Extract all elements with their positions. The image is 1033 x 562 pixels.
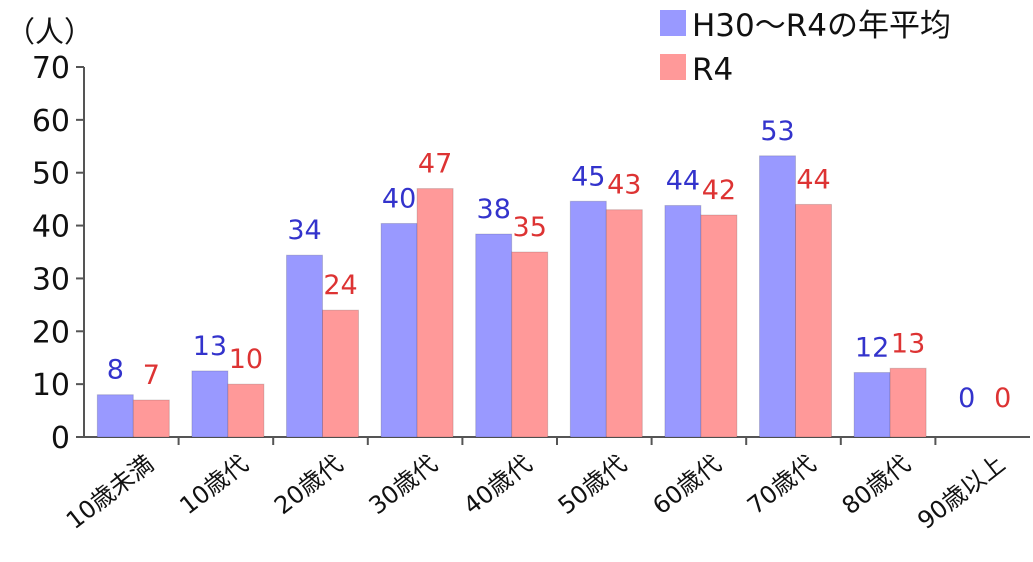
x-tick-label: 10歳代	[174, 450, 253, 520]
legend-swatch-series-2	[660, 54, 686, 80]
x-tick-label: 80歳代	[837, 450, 916, 520]
value-label-series-1-2: 13	[193, 331, 227, 362]
bars	[96, 155, 927, 438]
legend: H30～R4の年平均 R4	[660, 8, 951, 88]
value-label-series-2-4: 47	[418, 149, 452, 180]
bar-series-2-8	[795, 203, 832, 438]
value-label-series-1-1: 8	[107, 355, 124, 386]
bar-series-2-5	[511, 251, 549, 438]
bar-series-1-3	[286, 254, 323, 438]
value-label-series-2-3: 24	[323, 270, 357, 301]
bar-series-2-4	[416, 188, 454, 438]
bar-series-1-7	[664, 204, 702, 438]
x-tick-label: 60歳代	[647, 450, 726, 520]
legend-label-series-2: R4	[692, 52, 733, 88]
value-label-series-1-10: 0	[958, 383, 975, 414]
bar-series-2-7	[700, 214, 738, 438]
value-label-series-1-5: 38	[477, 194, 511, 225]
value-label-series-1-8: 53	[760, 116, 794, 147]
y-tick-label: 30	[32, 262, 70, 297]
value-label-series-2-5: 35	[513, 212, 547, 243]
value-label-series-2-9: 13	[891, 328, 925, 359]
legend-label-series-1: H30～R4の年平均	[692, 8, 951, 44]
bar-series-1-6	[569, 200, 607, 438]
bar-series-1-8	[759, 155, 796, 438]
legend-swatch-series-1	[660, 10, 686, 36]
x-axis	[84, 436, 1030, 445]
y-tick-label: 50	[32, 157, 70, 192]
y-axis: 0 10 20 30 40 50 60 70	[32, 51, 85, 456]
x-tick-label: 40歳代	[458, 450, 537, 520]
bar-series-1-9	[853, 372, 891, 438]
value-label-series-1-3: 34	[287, 215, 321, 246]
bar-series-1-2	[191, 370, 229, 438]
value-label-series-2-8: 44	[796, 164, 830, 195]
value-label-series-1-6: 45	[571, 161, 605, 192]
x-tick-label: 70歳代	[742, 450, 821, 520]
y-tick-label: 10	[32, 368, 70, 403]
y-tick-label: 20	[32, 315, 70, 350]
y-tick-label: 70	[32, 51, 70, 86]
y-tick-label: 40	[32, 210, 70, 245]
y-axis-unit-label: （人）	[6, 15, 93, 49]
bar-series-1-5	[475, 233, 513, 438]
value-label-series-2-10: 0	[994, 383, 1011, 414]
value-label-series-2-1: 7	[143, 360, 160, 391]
y-tick-label: 60	[32, 104, 70, 139]
y-tick-label: 0	[51, 421, 70, 456]
x-tick-label: 50歳代	[553, 450, 632, 520]
x-tick-label: 30歳代	[364, 450, 443, 520]
value-label-series-2-6: 43	[607, 170, 641, 201]
x-tick-label: 20歳代	[269, 450, 348, 520]
bar-series-2-3	[322, 309, 359, 438]
value-label-series-2-2: 10	[229, 344, 263, 375]
bar-series-1-4	[380, 222, 418, 438]
bar-series-1-1	[96, 394, 134, 438]
bar-series-2-9	[889, 367, 927, 438]
bar-series-2-6	[605, 209, 643, 438]
x-tick-label: 10歳未満	[61, 450, 159, 535]
value-label-series-1-7: 44	[666, 165, 700, 196]
value-label-series-1-9: 12	[855, 333, 889, 364]
bar-series-2-1	[132, 399, 170, 438]
bar-series-2-2	[227, 383, 265, 438]
value-label-series-1-4: 40	[382, 183, 416, 214]
category-labels: 10歳未満 10歳代 20歳代 30歳代 40歳代 50歳代 60歳代 70歳代 80歳代90歳…	[61, 450, 1010, 535]
x-tick-label: 90歳以上	[912, 450, 1010, 535]
value-label-series-2-7: 42	[702, 175, 736, 206]
